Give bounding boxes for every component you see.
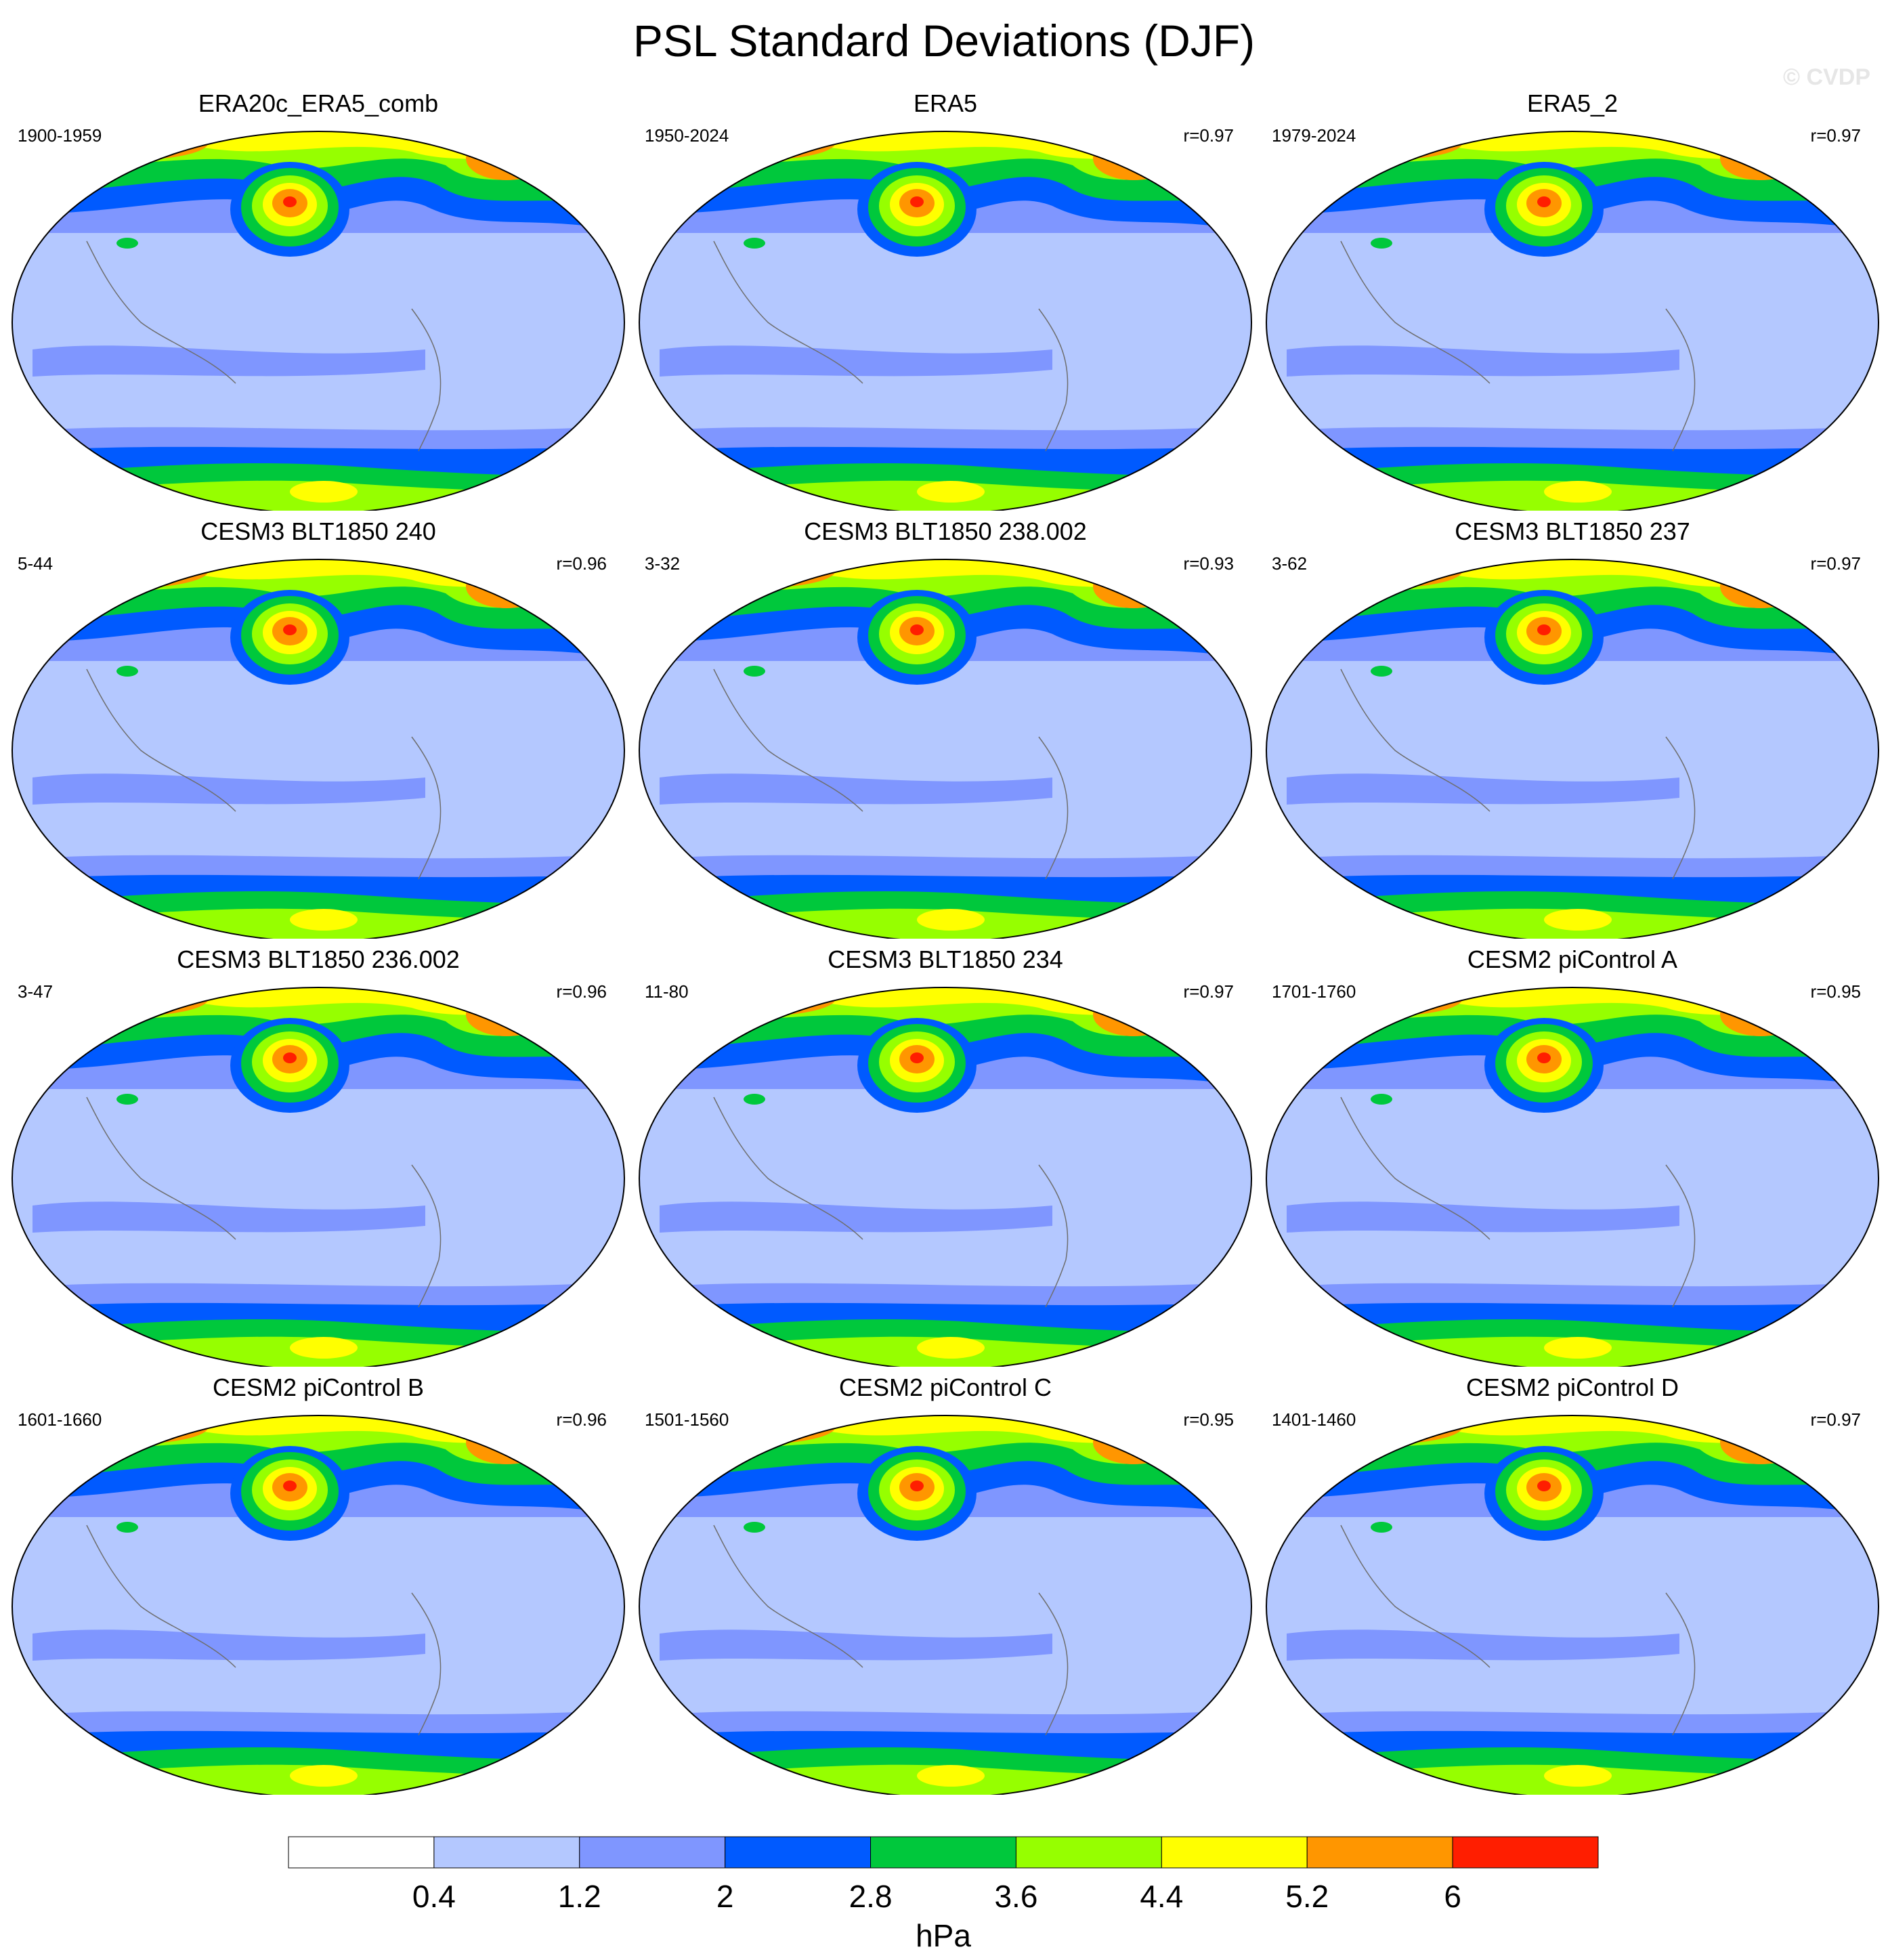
map-svg <box>12 987 625 1367</box>
panel-title: CESM3 BLT1850 234 <box>828 945 1063 973</box>
panel-years: 1950-2024 <box>645 125 729 146</box>
panel-correlation: r=0.97 <box>1810 553 1861 574</box>
map-svg <box>639 131 1252 511</box>
panel-correlation: r=0.97 <box>1810 125 1861 146</box>
panel-title: CESM2 piControl D <box>1465 1373 1679 1401</box>
panel-correlation: r=0.95 <box>1183 1409 1234 1430</box>
panel-years: 3-62 <box>1272 553 1308 574</box>
map-panel: CESM2 piControl A 1701-1760 r=0.95 <box>1260 944 1885 1367</box>
map-svg <box>1266 1415 1879 1795</box>
map-panel: CESM3 BLT1850 238.002 3-32 r=0.93 <box>632 516 1258 939</box>
map-svg <box>12 1415 625 1795</box>
panel-years: 1701-1760 <box>1272 981 1356 1002</box>
panel-title: CESM3 BLT1850 236.002 <box>177 945 460 973</box>
panel-years: 11-80 <box>645 981 689 1002</box>
map-svg <box>12 559 625 939</box>
map-svg <box>639 987 1252 1367</box>
map-panel: CESM2 piControl B 1601-1660 r=0.96 <box>5 1372 631 1795</box>
map-panel: CESM3 BLT1850 237 3-62 r=0.97 <box>1260 516 1885 939</box>
panel-title: CESM2 piControl A <box>1467 945 1678 973</box>
panel-years: 1501-1560 <box>645 1409 729 1430</box>
panel-title: ERA5 <box>913 89 978 117</box>
panel-title: ERA20c_ERA5_comb <box>198 89 439 117</box>
panel-correlation: r=0.97 <box>1183 125 1234 146</box>
panel-correlation: r=0.96 <box>556 553 607 574</box>
cvdp-watermark: © CVDP <box>1783 64 1870 90</box>
panel-title: ERA5_2 <box>1526 89 1618 117</box>
map-svg <box>639 1415 1252 1795</box>
map-panel: CESM3 BLT1850 236.002 3-47 r=0.96 <box>5 944 631 1367</box>
map-panel: CESM3 BLT1850 234 11-80 r=0.97 <box>632 944 1258 1367</box>
panel-years: 5-44 <box>18 553 53 574</box>
panel-correlation: r=0.96 <box>556 981 607 1002</box>
panel-years: 3-47 <box>18 981 53 1002</box>
map-panel: CESM3 BLT1850 240 5-44 r=0.96 <box>5 516 631 939</box>
panel-title: CESM3 BLT1850 238.002 <box>804 517 1087 545</box>
panel-correlation: r=0.93 <box>1183 553 1234 574</box>
panel-correlation: r=0.97 <box>1810 1409 1861 1430</box>
map-panel: ERA20c_ERA5_comb 1900-1959 <box>5 88 631 511</box>
panel-title: CESM2 piControl B <box>212 1373 425 1401</box>
map-panel: ERA5 1950-2024 r=0.97 <box>632 88 1258 511</box>
map-svg <box>1266 987 1879 1367</box>
map-svg <box>1266 559 1879 939</box>
panel-title: CESM2 piControl C <box>838 1373 1052 1401</box>
map-svg <box>1266 131 1879 511</box>
panel-correlation: r=0.95 <box>1810 981 1861 1002</box>
panel-title: CESM3 BLT1850 240 <box>200 517 436 545</box>
panel-years: 1401-1460 <box>1272 1409 1356 1430</box>
panel-correlation: r=0.96 <box>556 1409 607 1430</box>
panel-years: 1601-1660 <box>18 1409 102 1430</box>
panel-correlation: r=0.97 <box>1183 981 1234 1002</box>
panel-title: CESM3 BLT1850 237 <box>1455 517 1690 545</box>
map-panel: CESM2 piControl D 1401-1460 r=0.97 <box>1260 1372 1885 1795</box>
panel-years: 1979-2024 <box>1272 125 1356 146</box>
map-svg <box>639 559 1252 939</box>
map-panel: ERA5_2 1979-2024 r=0.97 <box>1260 88 1885 511</box>
panel-years: 3-32 <box>645 553 681 574</box>
panel-years: 1900-1959 <box>18 125 102 146</box>
map-svg <box>12 131 625 511</box>
map-panel: CESM2 piControl C 1501-1560 r=0.95 <box>632 1372 1258 1795</box>
figure-title: PSL Standard Deviations (DJF) <box>632 16 1256 66</box>
